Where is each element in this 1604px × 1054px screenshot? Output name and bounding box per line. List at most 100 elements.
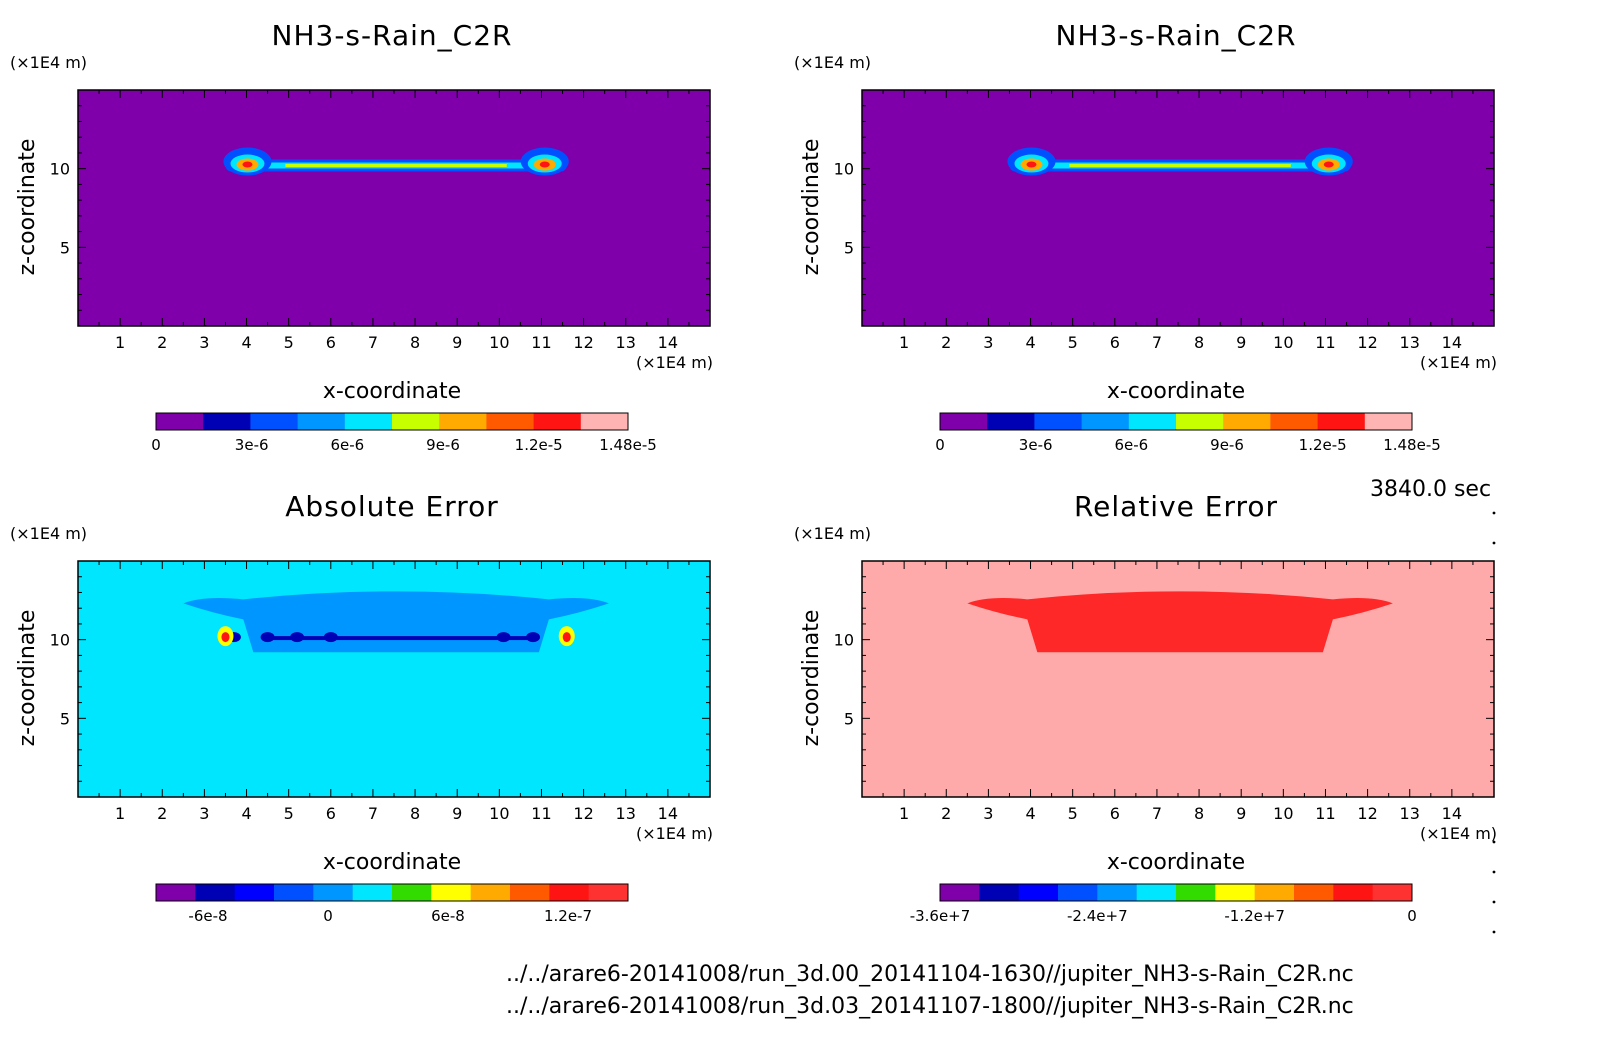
x-tick-label: 5 xyxy=(284,333,294,352)
x-tick-label: 10 xyxy=(1273,804,1293,823)
x-tick-label: 8 xyxy=(410,804,420,823)
x-tick-label: 7 xyxy=(368,804,378,823)
footer-path-1: ../../arare6-20141008/run_3d.00_20141104… xyxy=(506,962,1354,987)
colorbar-segment xyxy=(1333,884,1374,901)
chart-title: NH3-s-Rain_C2R xyxy=(272,19,513,52)
colorbar-segment xyxy=(533,413,582,430)
data-layer xyxy=(1007,147,1353,176)
plot-background xyxy=(862,90,1494,326)
x-unit-label: (×1E4 m) xyxy=(636,824,713,843)
layer-peak xyxy=(1069,164,1291,168)
x-tick-label: 14 xyxy=(1442,804,1462,823)
x-tick-label: 7 xyxy=(368,333,378,352)
x-tick-label: 3 xyxy=(199,333,209,352)
colorbar-segment xyxy=(392,413,440,430)
x-tick-label: 4 xyxy=(1025,804,1035,823)
error-blob xyxy=(496,632,511,643)
colorbar-frame xyxy=(155,412,629,431)
x-tick-label: 10 xyxy=(489,333,509,352)
colorbar-tick-label: 1.48e-5 xyxy=(599,436,657,454)
y-axis-label: z-coordinate xyxy=(799,610,824,747)
x-tick-label: 2 xyxy=(157,804,167,823)
chart-title: Relative Error xyxy=(1074,490,1278,523)
y-tick-label: 10 xyxy=(834,631,854,650)
x-tick-label: 1 xyxy=(115,804,125,823)
x-tick-label: 13 xyxy=(616,804,636,823)
colorbar-tick-label: 0 xyxy=(935,436,945,454)
y-axis-label: z-coordinate xyxy=(799,139,824,276)
y-unit-label: (×1E4 m) xyxy=(794,53,871,72)
x-tick-label: 6 xyxy=(326,804,336,823)
y-unit-label: (×1E4 m) xyxy=(794,524,871,543)
colorbar-segment xyxy=(1270,413,1319,430)
edge-cell-peak xyxy=(242,161,253,168)
y-tick-label: 5 xyxy=(60,709,70,728)
colorbar-segment xyxy=(313,884,354,901)
x-tick-label: 12 xyxy=(573,804,593,823)
margin-dot xyxy=(1492,511,1496,515)
y-axis-label: z-coordinate xyxy=(15,610,40,747)
edge-cell-peak xyxy=(1323,161,1334,168)
x-tick-label: 13 xyxy=(1400,804,1420,823)
colorbar-segment xyxy=(1372,884,1413,901)
colorbar-segment xyxy=(1081,413,1130,430)
colorbar-segment xyxy=(250,413,299,430)
colorbar-segment xyxy=(439,413,487,430)
colorbar-tick-label: -6e-8 xyxy=(188,907,227,925)
x-tick-label: 7 xyxy=(1152,333,1162,352)
colorbar-segment xyxy=(297,413,346,430)
y-tick-label: 10 xyxy=(834,160,854,179)
colorbar-segment xyxy=(470,884,511,901)
colorbar-tick-label: 1.2e-5 xyxy=(1299,436,1347,454)
x-tick-label: 9 xyxy=(452,333,462,352)
colorbar-segment xyxy=(203,413,251,430)
x-tick-label: 8 xyxy=(410,333,420,352)
error-band xyxy=(263,636,529,641)
colorbar-segment xyxy=(1018,884,1059,901)
error-blob xyxy=(260,632,275,643)
colorbar-tick-label: 1.2e-5 xyxy=(515,436,563,454)
x-tick-label: 5 xyxy=(1068,804,1078,823)
x-tick-label: 4 xyxy=(241,804,251,823)
colorbar-segment xyxy=(987,413,1035,430)
x-tick-label: 2 xyxy=(941,804,951,823)
x-tick-label: 10 xyxy=(489,804,509,823)
error-blob xyxy=(290,632,305,643)
y-unit-label: (×1E4 m) xyxy=(10,524,87,543)
colorbar-tick-label: 6e-8 xyxy=(431,907,465,925)
error-hotspot-core xyxy=(221,632,230,643)
colorbar-frame xyxy=(939,412,1413,431)
x-tick-label: 10 xyxy=(1273,333,1293,352)
colorbar-segment xyxy=(392,884,432,901)
footer-path-2: ../../arare6-20141008/run_3d.03_20141107… xyxy=(506,994,1354,1019)
x-tick-label: 11 xyxy=(1315,333,1335,352)
colorbar-segment xyxy=(1058,884,1098,901)
plot-background xyxy=(78,90,710,326)
x-axis-label: x-coordinate xyxy=(323,379,461,404)
colorbar-segment xyxy=(940,413,988,430)
colorbar-tick-label: 6e-6 xyxy=(1114,436,1148,454)
panel-4: Relative Error(×1E4 m)(×1E4 m)1 2 3 4 5 6 7 8 9 1… xyxy=(794,490,1497,925)
edge-cell-peak xyxy=(1026,161,1037,168)
margin-dot xyxy=(1492,541,1496,545)
colorbar-segment xyxy=(580,413,629,430)
colorbar-segment xyxy=(156,413,204,430)
colorbar-tick-label: -2.4e+7 xyxy=(1067,907,1128,925)
margin-dot xyxy=(1492,900,1496,904)
y-unit-label: (×1E4 m) xyxy=(10,53,87,72)
panel-2: NH3-s-Rain_C2R(×1E4 m)(×1E4 m)1 2 3 4 5 6 7 8 9 1… xyxy=(794,19,1497,454)
error-cloud xyxy=(967,591,1393,653)
x-tick-label: 9 xyxy=(452,804,462,823)
layer-peak xyxy=(285,164,507,168)
y-tick-label: 5 xyxy=(844,238,854,257)
y-axis-label: z-coordinate xyxy=(15,139,40,276)
colorbar-segment xyxy=(1097,884,1138,901)
colorbar-segment xyxy=(1128,413,1177,430)
colorbar-tick-label: 0 xyxy=(1407,907,1417,925)
data-layer xyxy=(967,591,1393,653)
chart-title: Absolute Error xyxy=(285,490,499,523)
x-tick-label: 11 xyxy=(531,804,551,823)
x-tick-label: 6 xyxy=(1110,804,1120,823)
x-tick-label: 4 xyxy=(241,333,251,352)
x-tick-label: 13 xyxy=(616,333,636,352)
